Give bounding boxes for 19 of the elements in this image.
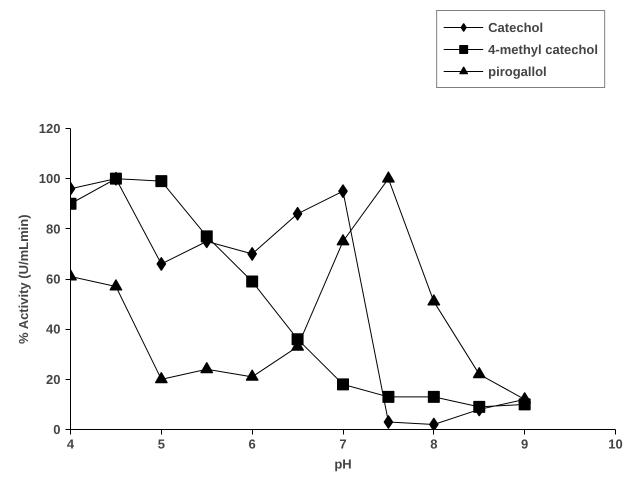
x-tick-label: 5 — [158, 436, 165, 452]
x-axis-title: pH — [334, 456, 352, 472]
y-tick-label: 40 — [46, 322, 61, 337]
x-tick-label: 4 — [66, 436, 75, 452]
y-tick-label: 60 — [46, 272, 61, 286]
legend-label: Catechol — [488, 20, 544, 34]
y-tick-label: 20 — [46, 372, 61, 387]
legend-label: pirogallol — [488, 64, 547, 78]
x-tick-label: 9 — [521, 436, 528, 452]
x-tick-label: 10 — [608, 436, 623, 452]
x-tick-label: 6 — [248, 436, 256, 452]
y-axis-title: % Activity (U/mLmin) — [16, 214, 31, 344]
y-tick-label: 100 — [38, 171, 61, 186]
y-tick-label: 80 — [46, 221, 61, 236]
y-tick-label: 120 — [38, 121, 61, 136]
x-tick-label: 8 — [430, 436, 438, 452]
y-tick-label: 0 — [53, 422, 61, 437]
legend-label: 4-methyl catechol — [488, 42, 598, 56]
x-tick-label: 7 — [339, 436, 347, 452]
